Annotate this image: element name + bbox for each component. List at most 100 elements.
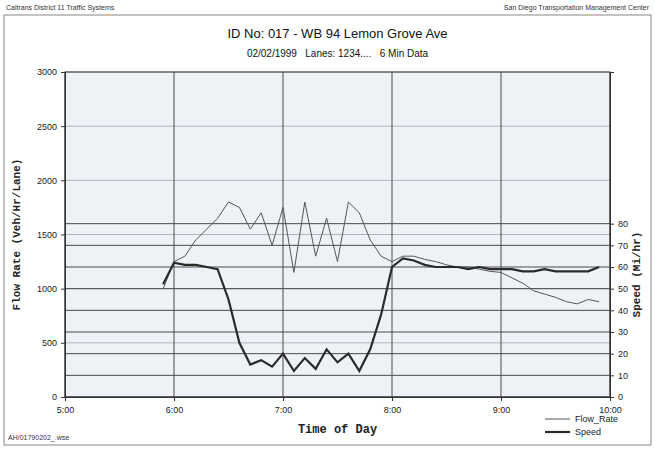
tick: 8:00 xyxy=(384,397,402,415)
tick-label: 1000 xyxy=(37,284,57,294)
tick: 20 xyxy=(610,349,628,359)
axis-line xyxy=(61,73,66,398)
footer: AH/01790202_.wse xyxy=(8,434,69,442)
axis-line xyxy=(611,73,615,398)
tick: 70 xyxy=(610,241,628,251)
tick-label: 2000 xyxy=(37,176,57,186)
tick-mark xyxy=(610,332,614,333)
tick-mark xyxy=(283,397,284,401)
title: ID No: 017 - WB 94 Lemon Grove Ave xyxy=(227,26,447,41)
tick: 2500 xyxy=(37,122,65,132)
plot-background xyxy=(65,72,610,397)
series-group xyxy=(163,202,599,371)
flow-line xyxy=(163,202,599,304)
grid-line-y2 xyxy=(65,223,610,224)
tick-label: 0 xyxy=(52,392,57,402)
tick-mark xyxy=(610,224,614,225)
tick-label: 6:00 xyxy=(166,405,184,415)
tick: 60 xyxy=(610,262,628,272)
tick: 80 xyxy=(610,219,628,229)
tick-label: 40 xyxy=(618,306,628,316)
tick: 500 xyxy=(42,338,65,348)
tick-label: 80 xyxy=(618,219,628,229)
tick: 30 xyxy=(610,327,628,337)
tick: 2000 xyxy=(37,176,65,186)
grid-line-y2 xyxy=(65,353,610,354)
tick: 10 xyxy=(610,371,628,381)
tick-label: 50 xyxy=(618,284,628,294)
tick-mark xyxy=(174,397,175,401)
tick-mark xyxy=(610,267,614,268)
tick-mark xyxy=(610,245,614,246)
tick: 50 xyxy=(610,284,628,294)
tick-mark xyxy=(610,375,614,376)
tick-label: 1500 xyxy=(37,230,57,240)
tick-label: 9:00 xyxy=(493,405,511,415)
axis-line xyxy=(66,398,611,402)
tick: 1500 xyxy=(37,230,65,240)
legend-swatch xyxy=(545,419,570,420)
plot-frame xyxy=(65,72,610,397)
tick-label: 10 xyxy=(618,371,628,381)
grid-line-x xyxy=(174,72,175,397)
tick: 1000 xyxy=(37,284,65,294)
tick-label: 5:00 xyxy=(57,405,75,415)
legend-label: Flow_Rate xyxy=(575,414,618,424)
grid-line-x xyxy=(283,72,284,397)
tick-mark xyxy=(61,180,65,181)
y2-axis-title: Speed (Mi/hr) xyxy=(631,232,643,318)
tick-label: 70 xyxy=(618,241,628,251)
tick-label: 20 xyxy=(618,349,628,359)
tick-mark xyxy=(61,397,65,398)
grid-line-y2 xyxy=(65,332,610,333)
grid-line-y2 xyxy=(65,245,610,246)
header-left: Caltrans District 11 Traffic Systems xyxy=(6,4,115,12)
tick: 40 xyxy=(610,306,628,316)
grid-line-y xyxy=(65,288,610,289)
tick-mark xyxy=(610,354,614,355)
tick: 0 xyxy=(610,392,623,402)
header-right: San Diego Transportation Management Cent… xyxy=(504,4,650,12)
tick-mark xyxy=(610,310,614,311)
grid-line-y2 xyxy=(65,267,610,268)
grid-line-y xyxy=(65,342,610,343)
y2-axis: 0 10 20 30 40 50 60 70 80 xyxy=(610,73,628,403)
tick-mark xyxy=(610,397,614,398)
tick-label: 3000 xyxy=(37,67,57,77)
tick-label: 30 xyxy=(618,327,628,337)
grid-line-y2 xyxy=(65,288,610,289)
tick-mark xyxy=(392,397,393,401)
grid-line-y2 xyxy=(65,310,610,311)
tick: 5:00 xyxy=(57,397,75,415)
grid-line-y xyxy=(65,234,610,235)
tick-label: 500 xyxy=(42,338,57,348)
grid xyxy=(65,72,610,397)
grid-line-x xyxy=(392,72,393,397)
tick-mark xyxy=(61,72,65,73)
x-axis-title: Time of Day xyxy=(298,423,377,437)
legend: Flow_Rate Speed xyxy=(545,414,618,437)
tick-label: 60 xyxy=(618,262,628,272)
tick-mark xyxy=(501,397,502,401)
tick: 9:00 xyxy=(493,397,511,415)
tick: 6:00 xyxy=(166,397,184,415)
grid-line-x xyxy=(501,72,502,397)
tick-label: 2500 xyxy=(37,122,57,132)
grid-line-y2 xyxy=(65,375,610,376)
tick: 7:00 xyxy=(275,397,293,415)
subtitle: 02/02/1999 Lanes: 1234.... 6 Min Data xyxy=(247,48,429,59)
tick: 0 xyxy=(52,392,65,402)
grid-line-y xyxy=(65,126,610,127)
tick-mark xyxy=(61,343,65,344)
tick-label: 8:00 xyxy=(384,405,402,415)
tick-mark xyxy=(61,126,65,127)
legend-swatch xyxy=(545,431,570,433)
speed-line xyxy=(163,258,599,371)
frame xyxy=(4,15,651,445)
x-axis: 5:006:007:008:009:0010:00 xyxy=(57,397,622,415)
legend-label: Speed xyxy=(575,427,601,437)
tick-mark xyxy=(61,289,65,290)
chart: 5:006:007:008:009:0010:00050010001500200… xyxy=(0,0,655,450)
tick-mark xyxy=(610,289,614,290)
tick-label: 0 xyxy=(618,392,623,402)
